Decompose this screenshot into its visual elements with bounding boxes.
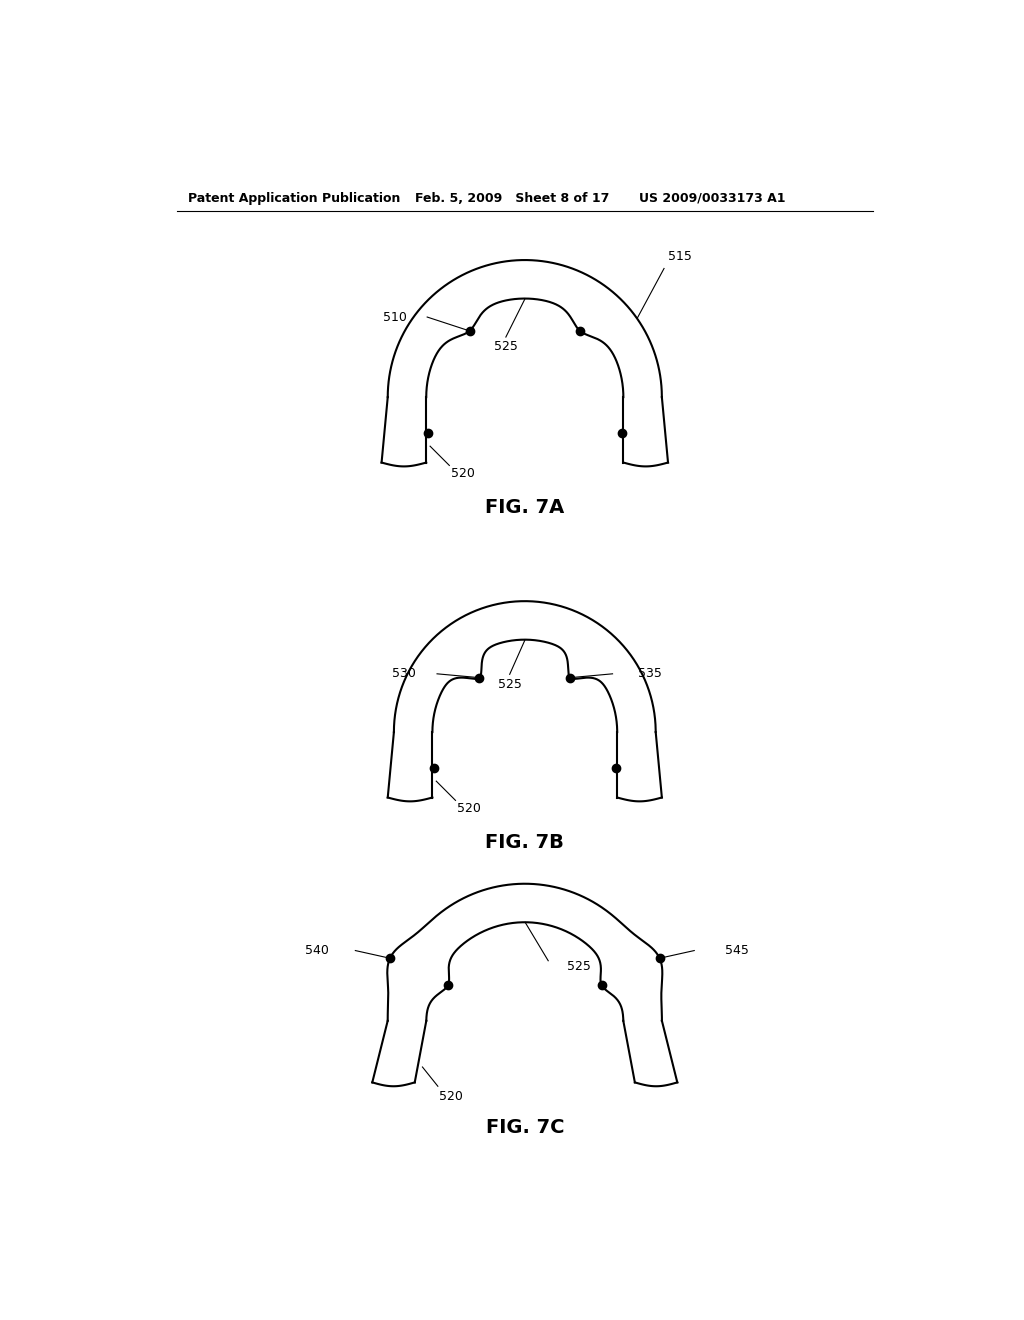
Text: 525: 525 — [567, 961, 591, 973]
Text: 510: 510 — [383, 310, 407, 323]
Text: 535: 535 — [638, 668, 662, 680]
Text: 520: 520 — [451, 467, 475, 479]
Text: FIG. 7B: FIG. 7B — [485, 833, 564, 851]
Text: 530: 530 — [392, 668, 416, 680]
Text: 520: 520 — [457, 801, 481, 814]
Text: 525: 525 — [498, 677, 521, 690]
Text: US 2009/0033173 A1: US 2009/0033173 A1 — [639, 191, 785, 205]
Text: Patent Application Publication: Patent Application Publication — [188, 191, 400, 205]
Text: 545: 545 — [725, 944, 749, 957]
Text: FIG. 7C: FIG. 7C — [485, 1118, 564, 1137]
Text: 525: 525 — [494, 339, 518, 352]
Text: Feb. 5, 2009   Sheet 8 of 17: Feb. 5, 2009 Sheet 8 of 17 — [416, 191, 610, 205]
Text: 540: 540 — [304, 944, 329, 957]
Text: 520: 520 — [439, 1090, 463, 1102]
Text: 515: 515 — [668, 251, 692, 264]
Text: FIG. 7A: FIG. 7A — [485, 498, 564, 516]
